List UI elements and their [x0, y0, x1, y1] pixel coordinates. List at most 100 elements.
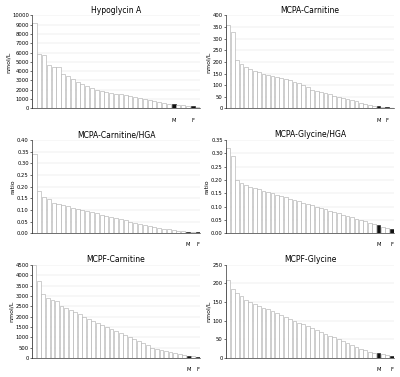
Bar	[119, 333, 122, 358]
Bar	[270, 193, 274, 233]
Bar	[69, 310, 72, 358]
Bar	[137, 341, 141, 358]
Bar	[332, 212, 336, 233]
Bar	[181, 105, 185, 109]
Bar	[346, 99, 350, 109]
Bar	[148, 100, 152, 109]
Bar	[306, 87, 310, 109]
Bar	[52, 66, 56, 109]
Y-axis label: ratio: ratio	[11, 179, 16, 194]
Bar	[324, 334, 327, 358]
Text: F: F	[390, 242, 393, 247]
Bar	[240, 182, 243, 233]
Bar	[132, 339, 136, 358]
Bar	[346, 343, 350, 358]
Bar	[73, 313, 77, 358]
Text: M: M	[376, 242, 381, 247]
Bar	[123, 335, 127, 358]
Bar	[372, 224, 376, 233]
Bar	[168, 352, 172, 358]
Bar	[328, 211, 332, 233]
Bar	[270, 311, 274, 358]
Bar	[146, 345, 150, 358]
Bar	[95, 90, 99, 109]
Text: F: F	[196, 367, 199, 372]
Bar	[105, 327, 109, 358]
Bar	[257, 306, 261, 358]
Bar	[372, 106, 376, 109]
Bar	[92, 321, 95, 358]
Bar	[377, 225, 380, 233]
Bar	[297, 323, 301, 358]
Bar	[176, 231, 180, 233]
Bar	[50, 300, 54, 358]
Bar	[143, 99, 147, 109]
Bar	[119, 219, 123, 233]
Bar	[248, 69, 252, 109]
Bar	[279, 196, 283, 233]
Bar	[191, 106, 195, 109]
Bar	[310, 90, 314, 109]
Bar	[61, 205, 65, 233]
Bar	[196, 357, 200, 358]
Text: F: F	[390, 367, 393, 372]
Bar	[128, 337, 132, 358]
Bar	[262, 308, 266, 358]
Bar	[37, 54, 41, 109]
Bar	[372, 353, 376, 358]
Bar	[176, 105, 180, 109]
Bar	[337, 213, 341, 233]
Bar	[386, 228, 389, 233]
Bar	[231, 156, 234, 233]
Bar	[244, 185, 248, 233]
Bar	[302, 202, 305, 233]
Bar	[90, 212, 94, 233]
Bar	[381, 354, 385, 358]
Text: M: M	[171, 118, 176, 123]
Bar	[226, 280, 230, 358]
Bar	[173, 353, 177, 358]
Title: MCPF-Carnitine: MCPF-Carnitine	[87, 255, 146, 264]
Bar	[114, 93, 118, 109]
Bar	[288, 319, 292, 358]
Bar	[85, 86, 89, 109]
Title: MCPA-Glycine/HGA: MCPA-Glycine/HGA	[274, 130, 346, 139]
Bar	[66, 76, 70, 109]
Bar	[381, 107, 385, 109]
Bar	[124, 95, 128, 109]
Bar	[324, 209, 327, 233]
Bar	[270, 76, 274, 109]
Bar	[288, 81, 292, 109]
Bar	[262, 191, 266, 233]
Bar	[119, 95, 123, 109]
Title: MCPF-Glycine: MCPF-Glycine	[284, 255, 336, 264]
Bar	[167, 104, 171, 109]
Bar	[284, 197, 288, 233]
Title: MCPA-Carnitine: MCPA-Carnitine	[280, 6, 340, 15]
Bar	[341, 215, 345, 233]
Bar	[341, 98, 345, 109]
Bar	[337, 97, 341, 109]
Bar	[187, 356, 191, 358]
Bar	[390, 356, 394, 358]
Bar	[359, 103, 363, 109]
Bar	[244, 300, 248, 358]
Bar	[152, 227, 156, 233]
Bar	[253, 71, 257, 109]
Bar	[128, 96, 132, 109]
Bar	[152, 101, 156, 109]
Bar	[162, 103, 166, 109]
Bar	[319, 208, 323, 233]
Bar	[172, 104, 176, 109]
Bar	[104, 92, 108, 109]
Bar	[386, 107, 389, 109]
Bar	[182, 355, 186, 358]
Bar	[332, 337, 336, 358]
Bar	[76, 209, 80, 233]
Bar	[248, 187, 252, 233]
Bar	[61, 74, 65, 109]
Bar	[363, 221, 367, 233]
Bar	[332, 96, 336, 109]
Bar	[64, 308, 68, 358]
Bar	[47, 65, 51, 109]
